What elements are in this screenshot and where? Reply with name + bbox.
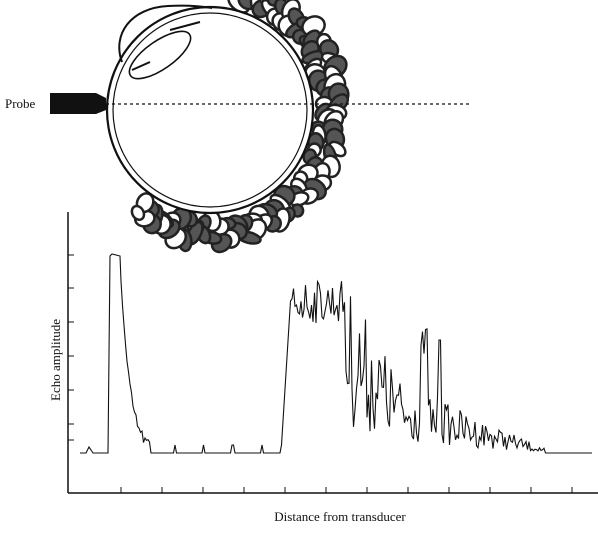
retina [112,12,308,208]
fat-lobule [130,204,146,222]
y-axis-label: Echo amplitude [48,319,63,401]
probe [50,93,106,114]
axis-ticks [68,254,573,493]
cornea [118,4,213,63]
orbital-fat [130,0,350,254]
iris [131,21,201,71]
echo-trace [80,253,592,454]
lens [128,30,192,80]
probe-label: Probe [5,96,36,111]
globe [105,5,315,215]
x-axis-label: Distance from transducer [274,509,406,524]
